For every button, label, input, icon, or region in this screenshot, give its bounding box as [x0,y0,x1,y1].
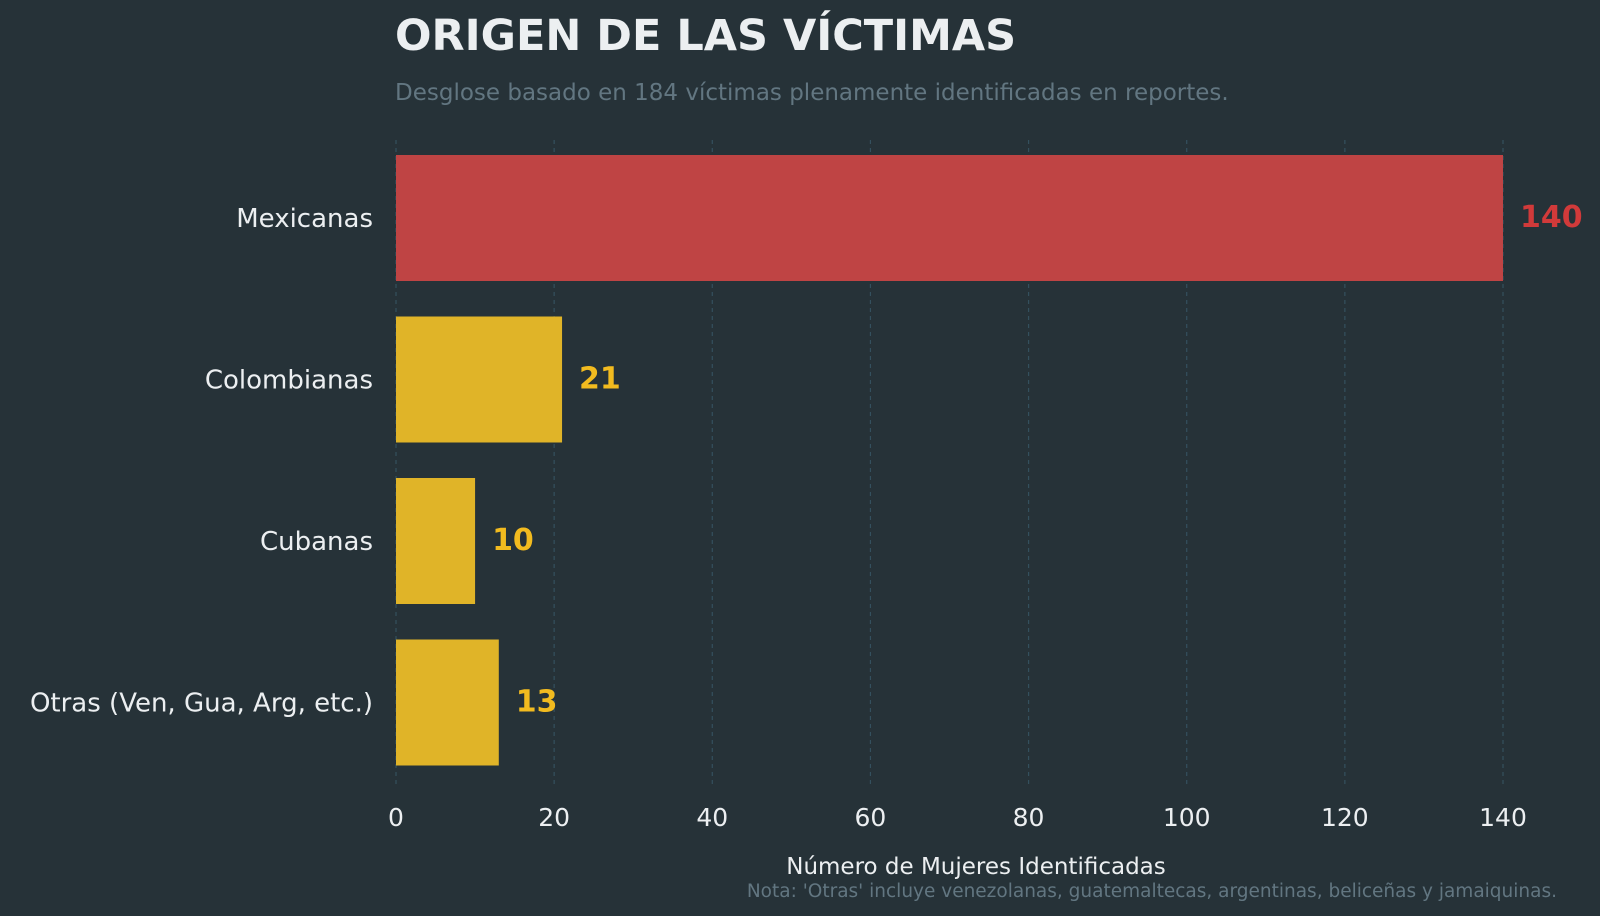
bar [396,639,499,766]
category-label: Colombianas [205,366,373,396]
bar [396,155,1503,281]
x-tick-label: 0 [388,803,404,832]
bars [396,155,1503,766]
chart-note: Nota: 'Otras' incluye venezolanas, guate… [747,881,1557,902]
x-tick-label: 80 [1013,803,1045,832]
value-label: 21 [579,362,621,397]
value-labels: 140 21 10 13 [492,200,1583,720]
category-label: Otras (Ven, Gua, Arg, etc.) [30,689,373,719]
x-tick-label: 20 [538,803,570,832]
x-tick-label: 140 [1479,803,1527,832]
x-tick-labels: 0 20 40 60 80 100 120 140 [388,803,1527,832]
value-label: 140 [1520,200,1583,235]
x-axis-label: Número de Mujeres Identificadas [786,854,1166,880]
chart-subtitle: Desglose basado en 184 víctimas plenamen… [395,80,1229,106]
x-tick-label: 60 [855,803,887,832]
category-label: Cubanas [260,527,373,557]
category-labels: Mexicanas Colombianas Cubanas Otras (Ven, G… [30,204,373,719]
x-tick-label: 120 [1321,803,1369,832]
x-tick-label: 40 [696,803,728,832]
value-label: 10 [492,523,534,558]
category-label: Mexicanas [236,204,373,234]
bar [396,316,563,443]
chart-title: ORIGEN DE LAS VÍCTIMAS [395,10,1016,61]
value-label: 13 [516,685,558,720]
x-tick-label: 100 [1163,803,1211,832]
bar [396,478,476,604]
